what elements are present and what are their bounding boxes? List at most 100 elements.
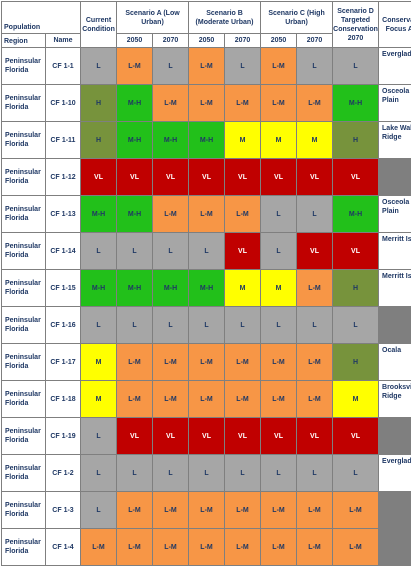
- status-cell-b-2050: L-M: [189, 492, 225, 529]
- status-cell-d-2070: L-M: [333, 529, 379, 566]
- status-cell-a-2050: L: [117, 307, 153, 344]
- scenario-a-header: Scenario A (Low Urban): [117, 2, 189, 34]
- region-cell: Peninsular Florida: [2, 344, 46, 381]
- status-cell-current: H: [81, 122, 117, 159]
- status-cell-c-2050: L-M: [261, 529, 297, 566]
- region-cell: Peninsular Florida: [2, 455, 46, 492]
- region-cell: Peninsular Florida: [2, 307, 46, 344]
- status-cell-b-2070: L-M: [225, 529, 261, 566]
- status-cell-c-2070: VL: [297, 233, 333, 270]
- population-name-cell: CF 1-2: [46, 455, 81, 492]
- region-cell: Peninsular Florida: [2, 492, 46, 529]
- scenario-table-container: Population Current Condition Scenario A …: [1, 1, 410, 547]
- status-cell-a-2070: M-H: [153, 122, 189, 159]
- focus-area-cell: Merritt Island: [379, 270, 411, 307]
- scenario-d-header: Scenario D Targeted Conservation 2070: [333, 2, 379, 48]
- status-cell-current: L: [81, 455, 117, 492]
- status-cell-b-2070: L-M: [225, 492, 261, 529]
- status-cell-b-2070: L: [225, 307, 261, 344]
- status-cell-c-2050: M: [261, 270, 297, 307]
- status-cell-d-2070: L: [333, 48, 379, 85]
- name-header: Name: [46, 34, 81, 48]
- region-cell: Peninsular Florida: [2, 270, 46, 307]
- status-cell-b-2070: M: [225, 122, 261, 159]
- status-cell-b-2070: L: [225, 455, 261, 492]
- status-cell-a-2050: L: [117, 455, 153, 492]
- status-cell-b-2050: L-M: [189, 196, 225, 233]
- status-cell-c-2070: L-M: [297, 529, 333, 566]
- status-cell-current: M-H: [81, 196, 117, 233]
- status-cell-a-2070: M-H: [153, 270, 189, 307]
- status-cell-b-2050: M-H: [189, 270, 225, 307]
- status-cell-b-2050: L-M: [189, 381, 225, 418]
- status-cell-a-2050: L-M: [117, 344, 153, 381]
- status-cell-c-2070: L-M: [297, 344, 333, 381]
- status-cell-c-2070: L-M: [297, 492, 333, 529]
- status-cell-c-2070: L: [297, 48, 333, 85]
- status-cell-d-2070: M-H: [333, 196, 379, 233]
- status-cell-c-2050: L: [261, 233, 297, 270]
- scenario-c-2070-header: 2070: [297, 34, 333, 48]
- status-cell-a-2050: L-M: [117, 529, 153, 566]
- status-cell-b-2050: L-M: [189, 529, 225, 566]
- focus-area-cell: Osceola Plain: [379, 196, 411, 233]
- focus-area-cell: Ocala: [379, 344, 411, 381]
- status-cell-current: M: [81, 344, 117, 381]
- region-cell: Peninsular Florida: [2, 85, 46, 122]
- status-cell-current: L: [81, 492, 117, 529]
- population-name-cell: CF 1-17: [46, 344, 81, 381]
- status-cell-d-2070: VL: [333, 159, 379, 196]
- population-name-cell: CF 1-10: [46, 85, 81, 122]
- status-cell-c-2050: VL: [261, 418, 297, 455]
- status-cell-b-2050: VL: [189, 418, 225, 455]
- population-header: Population: [2, 2, 81, 34]
- status-cell-c-2050: L: [261, 307, 297, 344]
- population-name-cell: CF 1-13: [46, 196, 81, 233]
- population-name-cell: CF 1-3: [46, 492, 81, 529]
- status-cell-a-2050: L-M: [117, 492, 153, 529]
- focus-area-cell: [379, 492, 411, 529]
- scenario-b-2050-header: 2050: [189, 34, 225, 48]
- status-cell-b-2070: VL: [225, 159, 261, 196]
- status-cell-d-2070: M-H: [333, 85, 379, 122]
- status-cell-b-2050: M-H: [189, 122, 225, 159]
- status-cell-c-2070: L: [297, 307, 333, 344]
- status-cell-b-2050: L: [189, 455, 225, 492]
- status-cell-b-2070: L-M: [225, 344, 261, 381]
- status-cell-a-2050: M-H: [117, 270, 153, 307]
- status-cell-c-2070: L-M: [297, 85, 333, 122]
- scenario-b-2070-header: 2070: [225, 34, 261, 48]
- status-cell-d-2070: L: [333, 455, 379, 492]
- status-cell-c-2070: L-M: [297, 381, 333, 418]
- status-cell-c-2050: VL: [261, 159, 297, 196]
- status-cell-b-2070: L: [225, 48, 261, 85]
- status-cell-a-2070: L: [153, 307, 189, 344]
- focus-area-cell: Everglades: [379, 455, 411, 492]
- scenario-a-2070-header: 2070: [153, 34, 189, 48]
- population-name-cell: CF 1-11: [46, 122, 81, 159]
- region-cell: Peninsular Florida: [2, 418, 46, 455]
- status-cell-b-2050: L-M: [189, 85, 225, 122]
- focus-area-cell: Osceola Plain: [379, 85, 411, 122]
- status-cell-a-2050: L-M: [117, 381, 153, 418]
- status-cell-d-2070: VL: [333, 418, 379, 455]
- status-cell-b-2070: L-M: [225, 196, 261, 233]
- status-cell-current: VL: [81, 159, 117, 196]
- status-cell-a-2070: L: [153, 455, 189, 492]
- status-cell-a-2070: L: [153, 233, 189, 270]
- focus-area-cell: [379, 307, 411, 344]
- status-cell-a-2050: M-H: [117, 196, 153, 233]
- conservation-focus-header: Conservation Focus Area: [379, 2, 411, 48]
- status-cell-a-2070: L: [153, 48, 189, 85]
- status-cell-c-2050: M: [261, 122, 297, 159]
- status-cell-d-2070: VL: [333, 233, 379, 270]
- status-cell-current: L: [81, 418, 117, 455]
- population-name-cell: CF 1-19: [46, 418, 81, 455]
- status-cell-d-2070: H: [333, 270, 379, 307]
